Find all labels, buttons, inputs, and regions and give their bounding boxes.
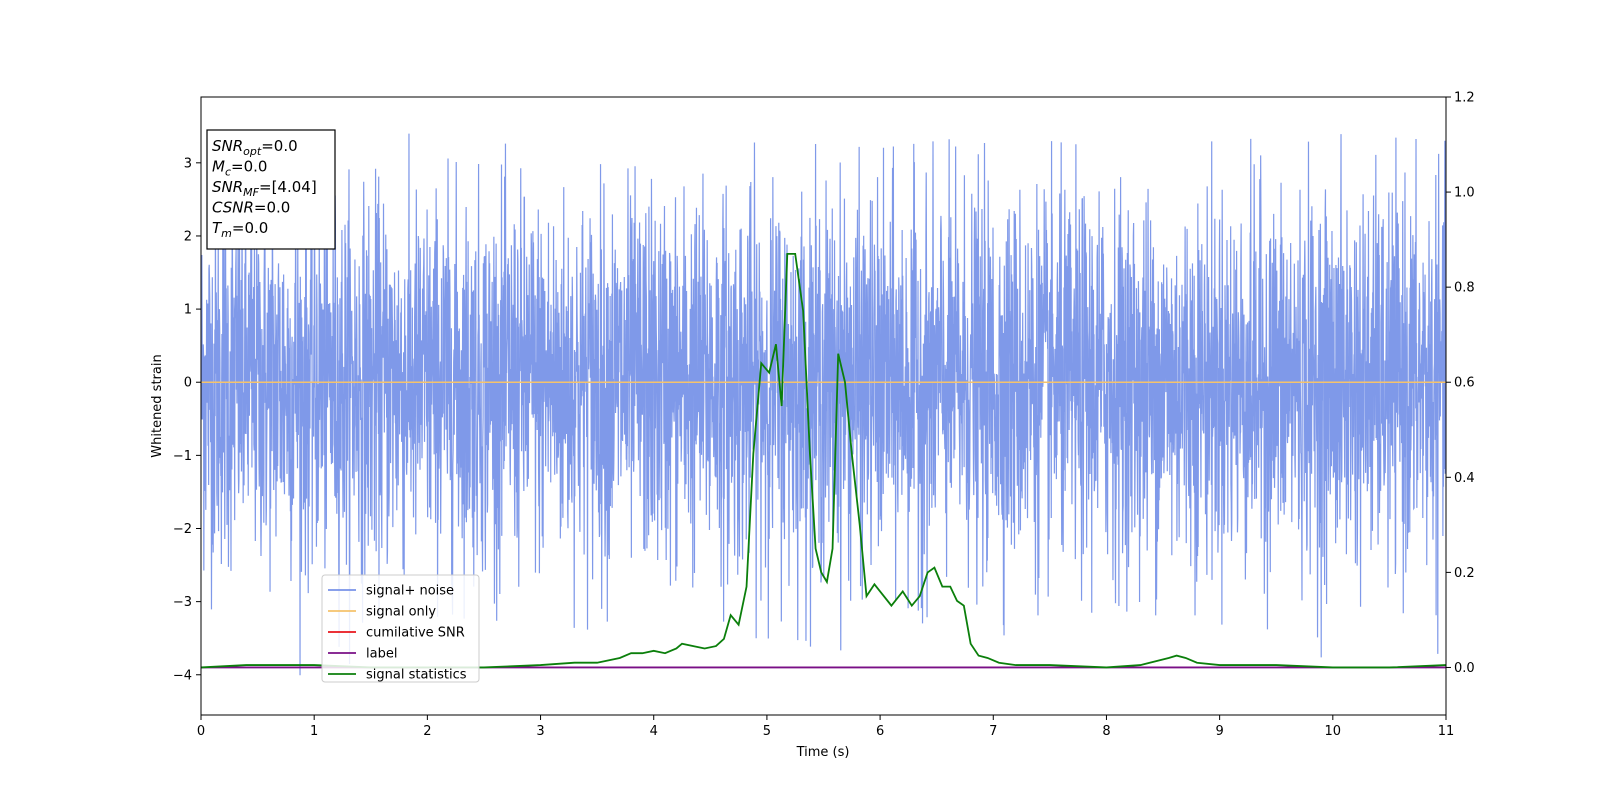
- info-line-symbol: SNR: [212, 137, 243, 155]
- legend: signal+ noise signal only cumilative SNR la…: [321, 574, 480, 683]
- y-axis-label: Whitened strain: [150, 354, 165, 457]
- y-tick-label: 2: [184, 229, 192, 244]
- x-axis-label: Time (s): [796, 745, 850, 760]
- info-line-symbol: CSNR: [212, 199, 254, 217]
- series-layer: [201, 133, 1446, 676]
- info-line-symbol: T: [212, 219, 223, 237]
- x-tick-label: 6: [876, 724, 884, 739]
- x-tick-label: 7: [989, 724, 997, 739]
- x-tick-label: 8: [1102, 724, 1110, 739]
- info-line-value: =0.0: [232, 219, 268, 237]
- info-line-symbol: M: [212, 158, 225, 176]
- info-line-value: =[4.04]: [259, 178, 317, 196]
- info-line: Tm=0.0: [212, 219, 268, 240]
- info-line: SNRMF=[4.04]: [212, 178, 317, 199]
- info-line-symbol: SNR: [212, 178, 243, 196]
- x-tick-label: 5: [763, 724, 771, 739]
- y-right-tick-label: 0.4: [1454, 471, 1475, 486]
- y-axis-left: 3 2 1 0 −1 −2 −3 −4: [173, 156, 201, 683]
- y-axis-right: 1.2 1.0 0.8 0.6 0.4 0.2 0.0: [1446, 91, 1475, 676]
- info-line: Mc=0.0: [212, 158, 267, 179]
- info-line-subscript: m: [221, 227, 232, 240]
- x-tick-label: 1: [310, 724, 318, 739]
- y-right-tick-label: 0.2: [1454, 566, 1475, 581]
- legend-label: cumilative SNR: [366, 626, 465, 641]
- info-box: SNRopt=0.0Mc=0.0SNRMF=[4.04]CSNR=0.0Tm=0…: [206, 129, 336, 250]
- series-signal-noise-line: [201, 133, 1446, 676]
- info-line: SNRopt=0.0: [212, 137, 298, 158]
- x-tick-label: 11: [1438, 724, 1455, 739]
- info-box-frame: [206, 129, 336, 250]
- y-tick-label: −2: [173, 522, 192, 537]
- x-tick-label: 3: [536, 724, 544, 739]
- y-tick-label: −4: [173, 668, 192, 683]
- y-right-tick-label: 0.0: [1454, 661, 1475, 676]
- legend-label: label: [366, 647, 397, 662]
- y-tick-label: −3: [173, 595, 192, 610]
- y-right-tick-label: 0.8: [1454, 281, 1475, 296]
- y-tick-label: 0: [184, 376, 192, 391]
- y-tick-label: −1: [173, 449, 192, 464]
- info-line-subscript: c: [225, 166, 231, 179]
- y-right-tick-label: 1.2: [1454, 91, 1475, 106]
- x-axis: 0 1 2 3 4 5 6 7 8 9 10 11: [197, 715, 1454, 739]
- y-tick-label: 3: [184, 156, 192, 171]
- legend-frame: [321, 574, 480, 683]
- y-right-tick-label: 1.0: [1454, 186, 1475, 201]
- legend-label: signal+ noise: [366, 584, 454, 599]
- info-line-subscript: opt: [243, 145, 262, 158]
- axes-frame: [200, 96, 1447, 716]
- y-tick-label: 1: [184, 303, 192, 318]
- x-tick-label: 0: [197, 724, 205, 739]
- legend-label: signal only: [366, 605, 436, 620]
- info-line: CSNR=0.0: [212, 199, 290, 217]
- x-tick-label: 4: [650, 724, 658, 739]
- y-right-tick-label: 0.6: [1454, 376, 1475, 391]
- x-tick-label: 10: [1325, 724, 1342, 739]
- legend-label: signal statistics: [366, 668, 467, 683]
- info-line-value: =0.0: [231, 158, 267, 176]
- series-signal-statistics-line: [201, 252, 1446, 669]
- x-tick-label: 9: [1215, 724, 1223, 739]
- info-line-value: =0.0: [261, 137, 297, 155]
- x-tick-label: 2: [423, 724, 431, 739]
- info-line-value: =0.0: [254, 199, 290, 217]
- info-line-subscript: MF: [243, 186, 259, 199]
